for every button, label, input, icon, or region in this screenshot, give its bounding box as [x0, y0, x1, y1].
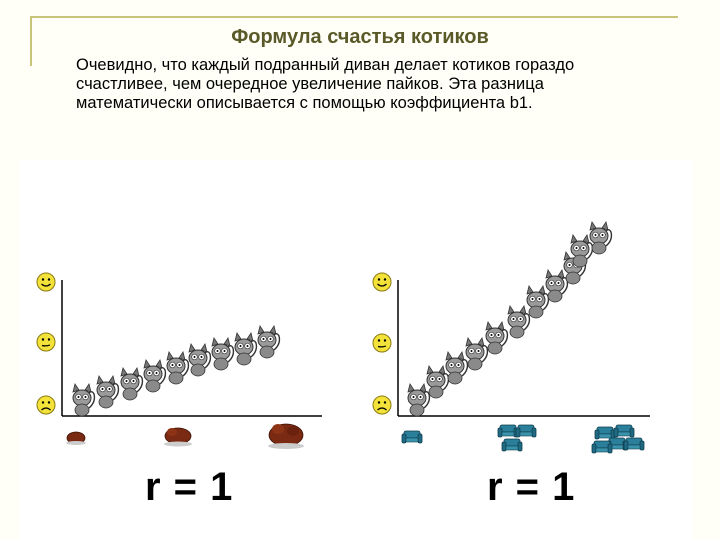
cat-points: [72, 325, 281, 417]
sad-face-icon: [36, 395, 56, 415]
food-pile-icons: [66, 423, 304, 449]
cat-icon: [507, 305, 531, 339]
cat-icon: [589, 221, 613, 255]
body-line: Очевидно, что каждый подранный диван дел…: [76, 56, 575, 74]
title-rule-vertical: [30, 16, 32, 66]
y-axis-face-icons: [36, 272, 56, 415]
cat-icon: [570, 234, 594, 268]
sofa-icon: [591, 440, 613, 454]
sofa-icon: [613, 424, 635, 438]
food-pile-icon: [164, 427, 192, 447]
happy-face-icon: [372, 272, 392, 292]
body-line: счастливее, чем очередное увеличение пай…: [76, 75, 544, 93]
cat-icon: [211, 337, 235, 371]
cat-icon: [166, 351, 190, 385]
body-line: математически описывается с помощью коэф…: [76, 94, 533, 112]
slide-title: Формула счастья котиков: [231, 26, 489, 48]
sofa-icon: [623, 437, 645, 451]
cat-icon: [465, 337, 489, 371]
food-pile-icon: [268, 423, 304, 449]
cat-icon: [445, 351, 469, 385]
cat-icon: [485, 321, 509, 355]
title-rule-horizontal: [30, 16, 678, 18]
neutral-face-icon: [372, 333, 392, 353]
cat-icon: [143, 359, 167, 393]
cat-icon: [426, 365, 450, 399]
left-chart-r-label: r = 1: [145, 465, 234, 509]
cat-icon: [96, 375, 120, 409]
charts-svg: [36, 221, 650, 454]
right-chart: [372, 221, 650, 454]
sofa-icon: [497, 424, 519, 438]
cat-icon: [407, 383, 431, 417]
sofa-icon: [401, 430, 423, 444]
neutral-face-icon: [36, 332, 56, 352]
left-chart: [36, 272, 322, 449]
slide-body-text: Очевидно, что каждый подранный диван дел…: [76, 56, 676, 113]
cat-icon: [526, 285, 550, 319]
cat-points: [407, 221, 613, 417]
illustration-panel: [20, 160, 692, 540]
cat-icon: [120, 367, 144, 401]
y-axis-face-icons: [372, 272, 392, 415]
cat-icon: [72, 383, 96, 417]
happy-face-icon: [36, 272, 56, 292]
food-pile-icon: [66, 431, 86, 445]
sofa-icon: [501, 438, 523, 452]
cat-icon: [234, 332, 258, 366]
cat-icon: [545, 269, 569, 303]
sofa-icon: [594, 426, 616, 440]
sofa-icon: [515, 424, 537, 438]
sad-face-icon: [372, 395, 392, 415]
right-chart-r-label: r = 1: [487, 465, 576, 509]
cat-icon: [188, 343, 212, 377]
sofa-icons: [401, 424, 645, 454]
